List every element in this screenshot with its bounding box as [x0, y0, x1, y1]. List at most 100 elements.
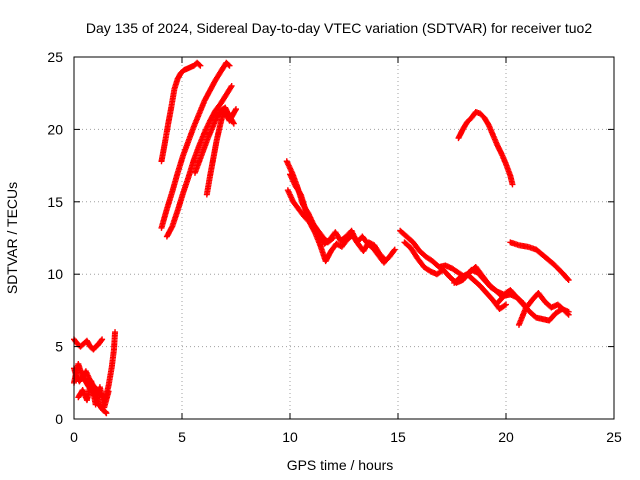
data-point — [424, 266, 431, 273]
y-tick-label: 10 — [47, 266, 63, 282]
data-point — [462, 121, 469, 128]
data-point — [195, 143, 202, 150]
data-point — [184, 175, 191, 182]
data-point — [168, 190, 175, 197]
data-point — [201, 130, 208, 137]
series-late-3 — [455, 109, 516, 188]
data-point — [514, 241, 521, 248]
data-point — [78, 342, 85, 349]
data-point — [412, 252, 419, 259]
y-tick-label: 25 — [47, 49, 63, 65]
data-point — [342, 238, 349, 245]
data-point — [390, 247, 397, 254]
data-point — [490, 285, 497, 292]
data-point — [230, 119, 237, 126]
data-point — [484, 119, 491, 126]
data-point — [97, 338, 104, 345]
data-point — [98, 337, 105, 344]
data-point — [540, 296, 547, 303]
data-point — [331, 243, 338, 250]
data-point — [466, 116, 473, 123]
data-point — [426, 256, 433, 263]
y-tick-label: 0 — [55, 411, 63, 427]
data-point — [102, 409, 109, 416]
data-point — [527, 299, 534, 306]
data-point — [225, 61, 232, 68]
data-point — [518, 299, 525, 306]
data-point — [564, 275, 571, 282]
data-point — [407, 237, 414, 244]
data-point — [195, 159, 202, 166]
data-point — [179, 191, 186, 198]
data-point — [502, 159, 509, 166]
series-early-3 — [71, 336, 106, 353]
data-point — [216, 102, 223, 109]
data-point — [474, 280, 481, 287]
data-point — [501, 302, 508, 309]
data-point — [488, 295, 495, 302]
x-tick-label: 0 — [70, 429, 78, 445]
data-point — [375, 248, 382, 255]
data-point — [379, 254, 386, 261]
series-rise-1 — [158, 59, 204, 165]
series-early-4 — [75, 378, 112, 411]
data-point — [479, 112, 486, 119]
data-point — [496, 290, 503, 297]
data-point — [174, 171, 181, 178]
data-point — [455, 276, 462, 283]
data-point — [168, 224, 175, 231]
data-point — [302, 207, 309, 214]
plot-frame — [73, 56, 615, 420]
data-point — [380, 255, 387, 262]
data-point — [433, 262, 440, 269]
data-point — [531, 312, 538, 319]
y-tick-label: 20 — [47, 121, 63, 137]
grid — [74, 57, 614, 419]
data-point — [227, 84, 234, 91]
data-point — [329, 235, 336, 242]
series-late-6 — [515, 290, 572, 328]
data-point — [174, 208, 181, 215]
data-point — [489, 130, 496, 137]
data-point — [195, 60, 202, 67]
data-point — [216, 109, 223, 116]
data-point — [477, 270, 484, 277]
data-point — [221, 94, 228, 101]
data-point — [419, 261, 426, 268]
data-point — [190, 124, 197, 131]
data-point — [312, 223, 319, 230]
series-mid-2 — [284, 187, 389, 265]
data-point — [232, 107, 239, 114]
data-point — [190, 158, 197, 165]
data-point — [78, 376, 85, 383]
x-tick-label: 15 — [390, 429, 406, 445]
data-point — [353, 238, 360, 245]
data-point — [506, 171, 513, 178]
x-axis-label: GPS time / hours — [287, 457, 394, 473]
chart-title: Day 135 of 2024, Sidereal Day-to-day VTE… — [86, 20, 593, 36]
data-point — [550, 312, 557, 319]
data-point — [105, 389, 112, 396]
data-point — [224, 60, 231, 67]
data-point — [414, 245, 421, 252]
data-point — [563, 309, 570, 316]
data-points — [71, 59, 572, 417]
series-late-7 — [451, 271, 509, 312]
x-tick-label: 5 — [178, 429, 186, 445]
data-point — [163, 207, 170, 214]
data-point — [500, 303, 507, 310]
data-point — [444, 272, 451, 279]
x-tick-label: 20 — [498, 429, 514, 445]
data-point — [546, 302, 553, 309]
data-point — [471, 111, 478, 118]
data-point — [316, 240, 323, 247]
data-point — [111, 330, 118, 337]
data-point — [196, 61, 203, 68]
data-point — [509, 179, 516, 186]
data-point — [557, 267, 563, 274]
data-point — [216, 70, 223, 77]
series-rise-5 — [191, 104, 237, 176]
data-point — [328, 236, 335, 243]
data-point — [559, 305, 566, 312]
